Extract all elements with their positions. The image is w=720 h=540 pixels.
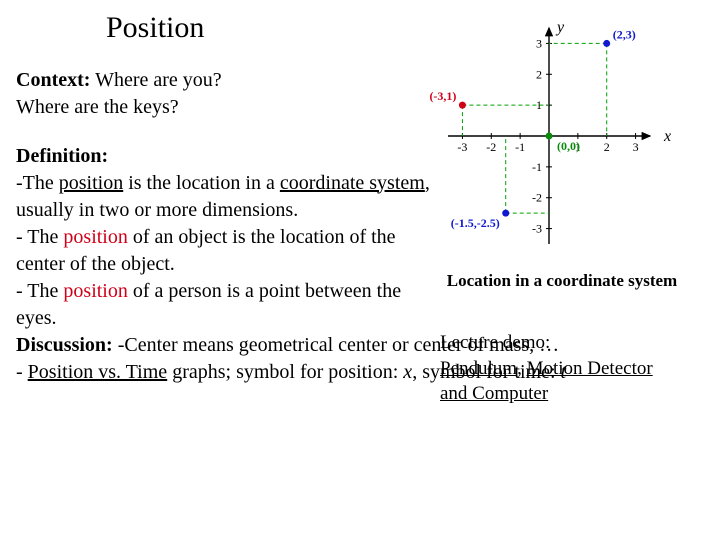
- coordinate-svg: xy-3-3-2-2-1-1112233(2,3)(-3,1)(0,0)(-1.…: [430, 14, 694, 264]
- svg-text:3: 3: [536, 36, 542, 50]
- context-line2: Where are the keys?: [16, 96, 179, 118]
- disc2-d: x: [403, 361, 412, 383]
- svg-text:x: x: [663, 128, 671, 145]
- def2-a: - The: [16, 226, 63, 248]
- lecture-b: Motion Detector: [527, 358, 653, 379]
- svg-text:(-3,1): (-3,1): [430, 89, 456, 103]
- svg-text:-2: -2: [532, 191, 542, 205]
- discussion-label: Discussion:: [16, 334, 113, 356]
- chart-caption: Location in a coordinate system: [430, 270, 694, 293]
- svg-text:y: y: [555, 19, 565, 36]
- lecture-a: Pendulum: [440, 358, 517, 379]
- disc2-a: -: [16, 361, 28, 383]
- coordinate-chart: xy-3-3-2-2-1-1112233(2,3)(-3,1)(0,0)(-1.…: [430, 14, 694, 293]
- def1-a: -The: [16, 172, 59, 194]
- lecture-demo-block: Lecture demo: Pendulum, Motion Detector …: [440, 330, 660, 407]
- def3-b: position: [63, 280, 127, 302]
- svg-text:(-1.5,-2.5): (-1.5,-2.5): [451, 216, 500, 230]
- lecture-comma: ,: [517, 358, 527, 379]
- svg-text:2: 2: [604, 140, 610, 154]
- def3-a: - The: [16, 280, 63, 302]
- definition-block: Definition: -The position is the locatio…: [16, 143, 446, 332]
- disc2-b: Position vs. Time: [28, 361, 168, 383]
- svg-text:(0,0): (0,0): [557, 139, 580, 153]
- svg-text:-2: -2: [486, 140, 496, 154]
- svg-text:(2,3): (2,3): [613, 27, 636, 41]
- context-label: Context:: [16, 69, 90, 91]
- def1-d: coordinate system: [280, 172, 425, 194]
- definition-label: Definition:: [16, 145, 108, 167]
- svg-text:2: 2: [536, 67, 542, 81]
- lecture-lead: Lecture demo:: [440, 332, 550, 353]
- lecture-c: and Computer: [440, 383, 548, 404]
- svg-text:-1: -1: [532, 160, 542, 174]
- def1-c: is the location in a: [123, 172, 280, 194]
- svg-text:3: 3: [633, 140, 639, 154]
- svg-text:-3: -3: [532, 222, 542, 236]
- svg-text:-1: -1: [515, 140, 525, 154]
- svg-text:-3: -3: [457, 140, 467, 154]
- context-line1: Where are you?: [90, 69, 221, 91]
- def2-b: position: [63, 226, 127, 248]
- disc2-c: graphs; symbol for position:: [167, 361, 403, 383]
- def1-b: position: [59, 172, 123, 194]
